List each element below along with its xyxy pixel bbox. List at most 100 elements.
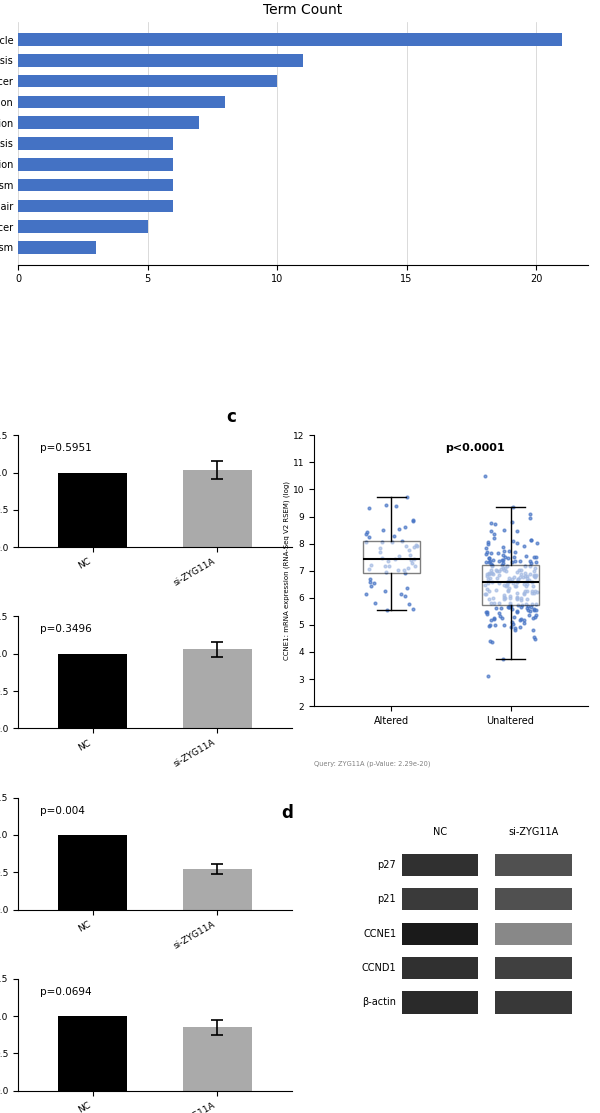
Point (410, 550, 419, 568)
Point (525, 552, 535, 570)
Point (387, 533, 397, 551)
Point (486, 611, 496, 629)
Point (380, 582, 389, 600)
Point (408, 600, 418, 618)
Point (516, 591, 526, 609)
Point (522, 599, 532, 617)
Point (500, 589, 510, 607)
Point (494, 573, 504, 591)
Point (519, 584, 529, 602)
Point (482, 580, 492, 598)
Point (489, 594, 499, 612)
Point (486, 522, 496, 540)
Point (512, 589, 522, 607)
Point (530, 559, 540, 577)
Point (516, 565, 526, 583)
Bar (495, 957, 572, 979)
Point (502, 556, 512, 574)
Point (511, 578, 521, 595)
Point (529, 601, 539, 619)
Point (484, 574, 493, 592)
Point (492, 569, 502, 587)
Point (502, 575, 511, 593)
Point (487, 544, 496, 562)
Bar (495, 854, 572, 876)
Point (505, 595, 515, 613)
Point (396, 585, 406, 603)
Text: CCND1: CCND1 (362, 963, 396, 973)
Bar (18, 75, 277, 87)
Point (516, 611, 526, 629)
Point (488, 565, 497, 583)
Point (499, 542, 509, 560)
Point (509, 615, 518, 633)
PathPatch shape (482, 565, 539, 604)
Point (505, 579, 514, 597)
Point (485, 632, 494, 650)
Point (507, 601, 517, 619)
Point (494, 562, 504, 580)
Point (499, 588, 509, 605)
Bar (495, 992, 572, 1014)
Point (529, 584, 539, 602)
Point (520, 567, 530, 584)
Text: p=0.3496: p=0.3496 (40, 624, 92, 634)
Point (528, 621, 538, 639)
Point (505, 589, 515, 607)
Point (521, 546, 530, 564)
Point (526, 565, 535, 583)
Bar (18, 33, 562, 46)
Point (522, 582, 532, 600)
Point (490, 515, 500, 533)
Bar (18, 117, 199, 129)
Point (527, 594, 537, 612)
Point (503, 573, 513, 591)
Point (510, 578, 520, 595)
Point (524, 605, 533, 623)
Point (503, 549, 513, 567)
Point (497, 551, 507, 569)
Point (412, 536, 422, 554)
Point (406, 552, 416, 570)
Point (489, 525, 499, 543)
Point (522, 567, 532, 584)
Point (382, 601, 392, 619)
Point (499, 551, 508, 569)
Point (484, 617, 494, 634)
Bar (401, 957, 478, 979)
Point (391, 550, 400, 568)
Point (508, 573, 518, 591)
Point (486, 594, 496, 612)
Point (404, 541, 414, 559)
Bar (401, 888, 478, 910)
Point (375, 540, 385, 558)
Bar (58, 835, 127, 909)
Bar (495, 888, 572, 910)
Point (509, 608, 518, 626)
Point (404, 595, 413, 613)
Point (493, 562, 502, 580)
Point (515, 611, 524, 629)
Bar (18, 199, 173, 213)
Point (505, 593, 515, 611)
Point (512, 534, 521, 552)
Point (520, 584, 529, 602)
Point (527, 573, 536, 591)
Point (401, 536, 410, 554)
Title: Term Count: Term Count (263, 3, 343, 17)
Point (403, 559, 413, 577)
Bar (18, 96, 225, 108)
Point (487, 555, 497, 573)
Text: β-actin: β-actin (362, 997, 396, 1007)
Point (484, 564, 494, 582)
Point (516, 589, 526, 607)
Point (394, 520, 404, 538)
Point (532, 534, 542, 552)
Point (490, 610, 499, 628)
Bar (183, 1027, 251, 1091)
Point (527, 598, 536, 615)
Point (501, 578, 511, 595)
Point (403, 487, 412, 505)
Point (494, 594, 504, 612)
Point (497, 556, 506, 574)
